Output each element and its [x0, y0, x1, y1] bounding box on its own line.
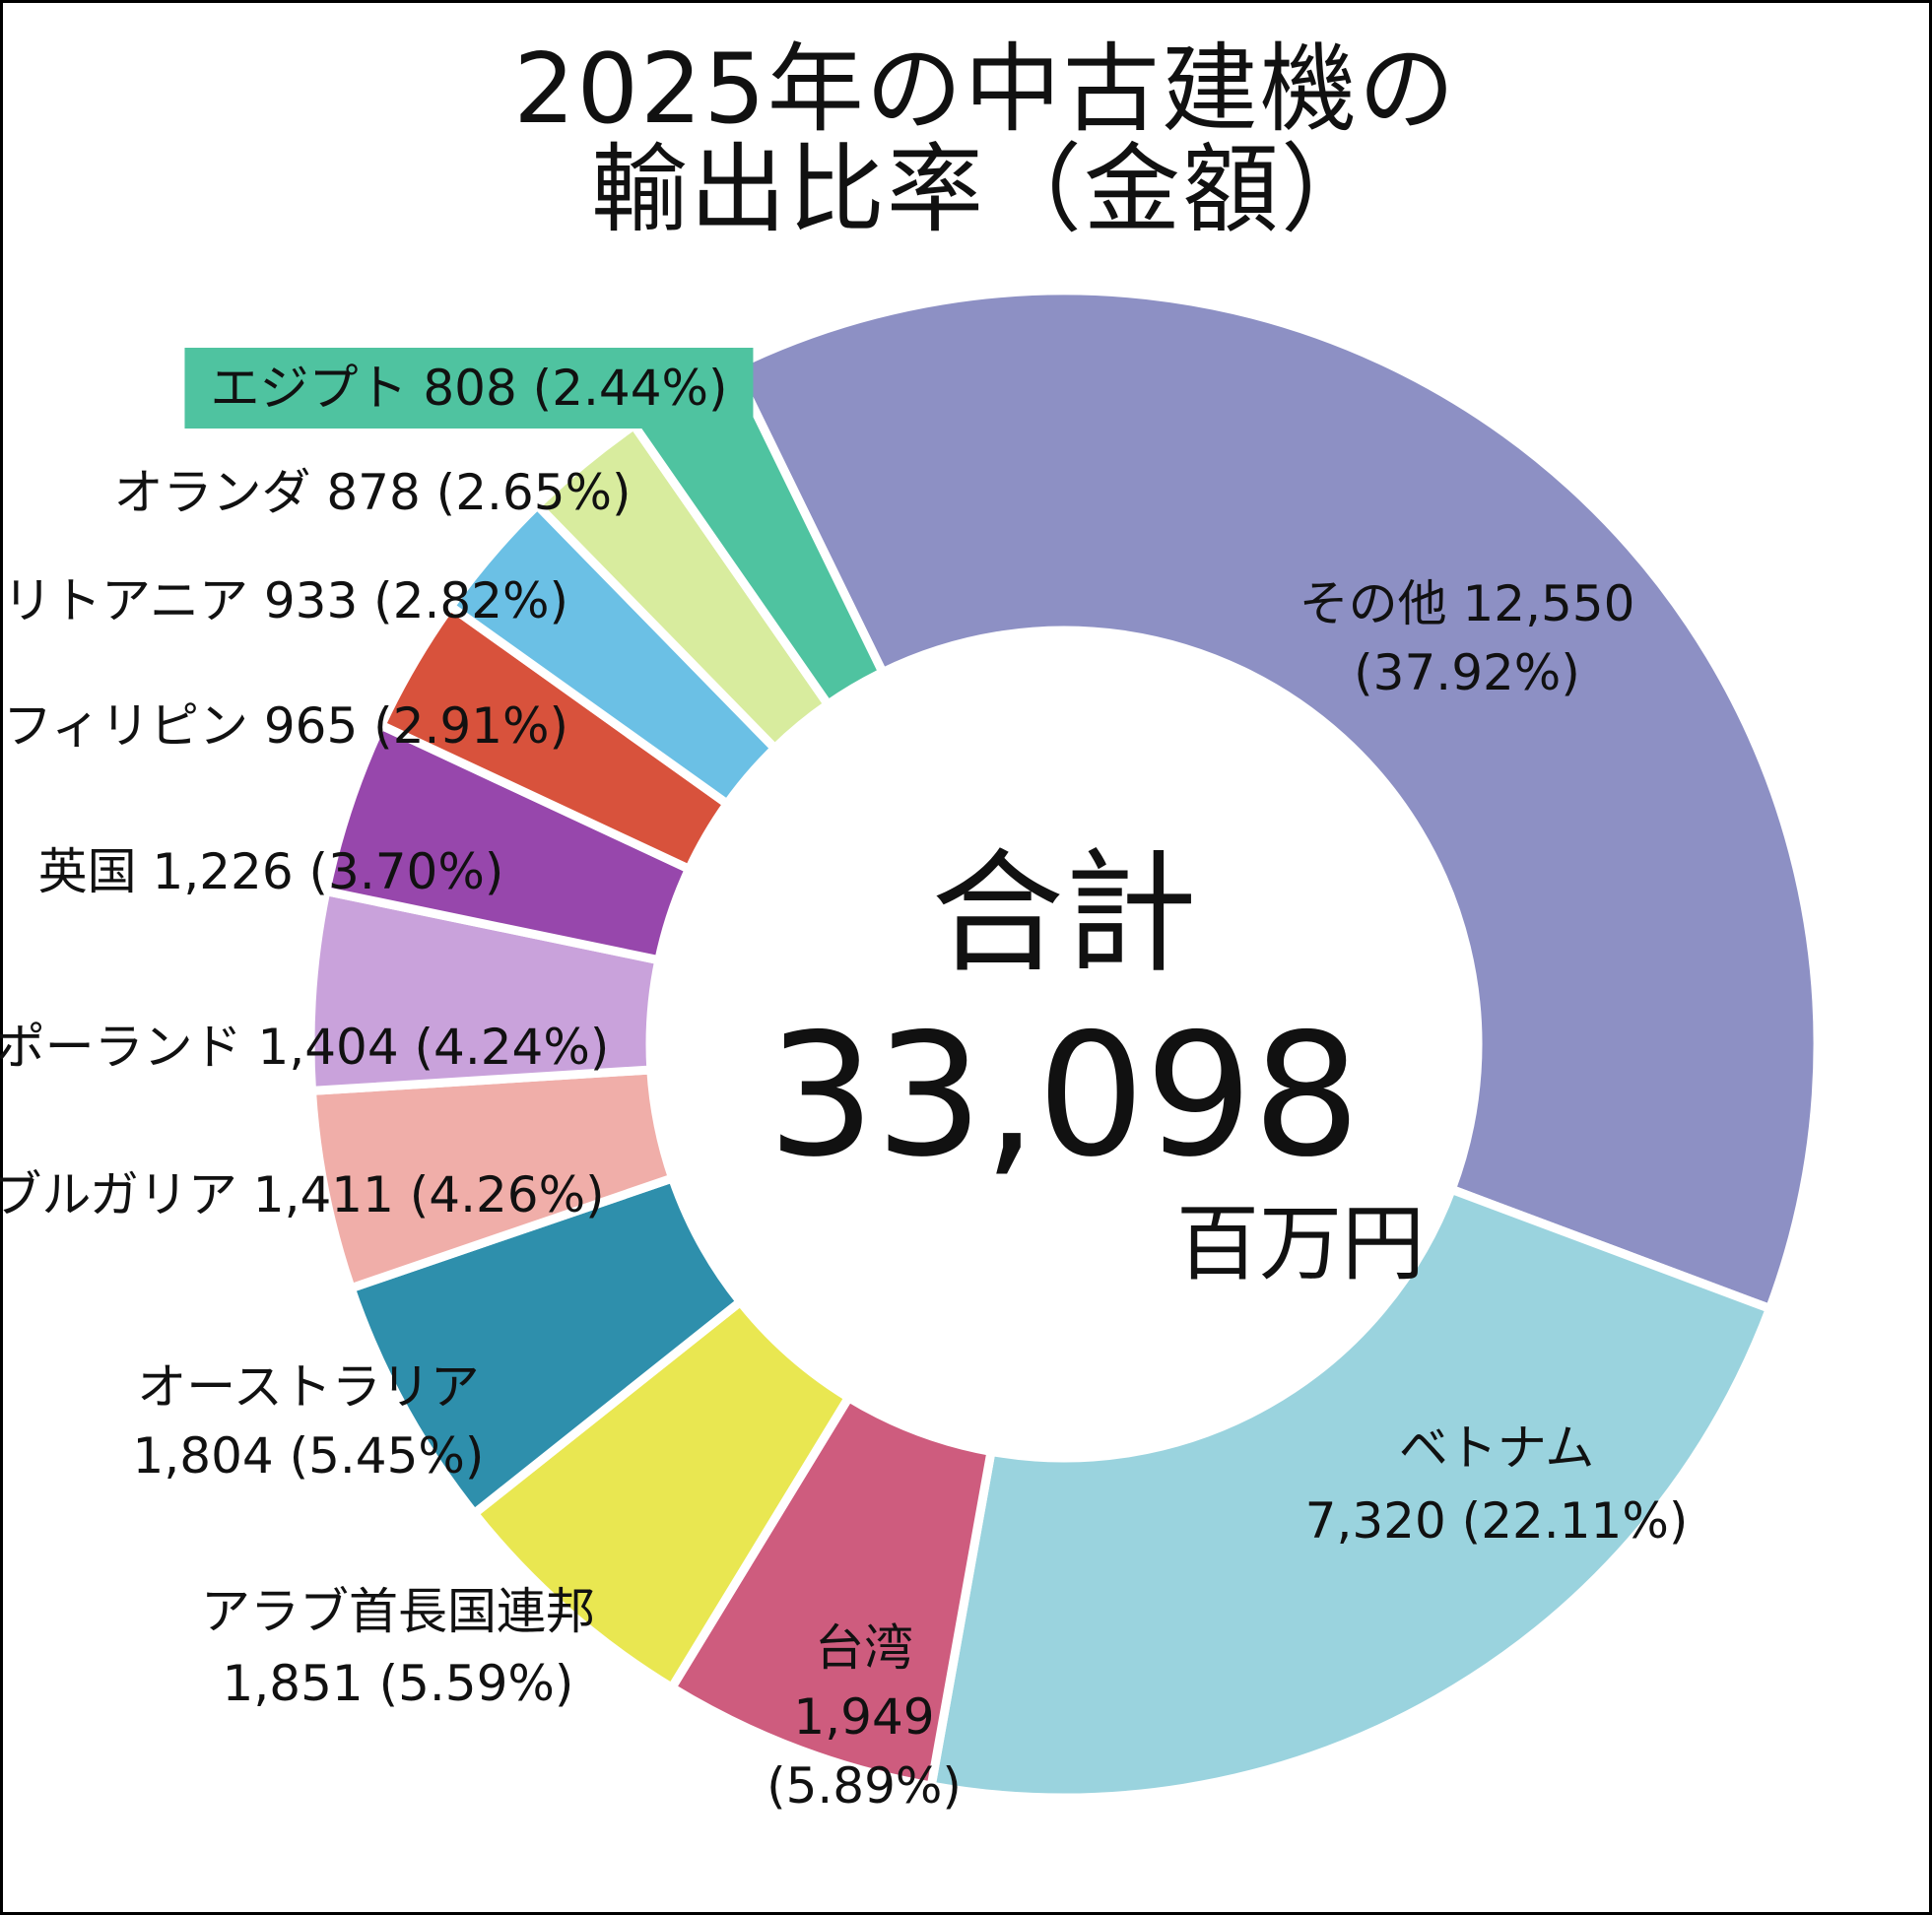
label-others-line: その他 12,550	[1299, 575, 1635, 632]
label-poland: ポーランド 1,404 (4.24%)	[0, 1013, 609, 1082]
label-lithuania-line: リトアニア 933 (2.82%)	[2, 572, 569, 629]
label-uae-line: アラブ首長国連邦	[201, 1583, 595, 1640]
label-uk-line: 英国 1,226 (3.70%)	[37, 843, 504, 900]
chart-title-line1: 2025年の中古建機の	[513, 33, 1457, 146]
label-bulgaria-line: ブルガリア 1,411 (4.26%)	[0, 1166, 605, 1223]
label-taiwan: 台湾 1,949 (5.89%)	[766, 1614, 962, 1820]
total-unit: 百万円	[1175, 1195, 1426, 1292]
chart-title-line2: 輸出比率（金額）	[590, 134, 1379, 246]
label-vietnam: ベトナム 7,320 (22.11%)	[1305, 1412, 1689, 1557]
label-vietnam-line: 7,320 (22.11%)	[1304, 1492, 1689, 1550]
total-heading: 合計	[931, 836, 1197, 991]
label-others-line: (37.92%)	[1354, 644, 1580, 701]
label-egypt-line: エジプト 808 (2.44%)	[210, 360, 728, 417]
total-value: 33,098	[767, 996, 1361, 1195]
label-australia-line: オーストラリア	[137, 1358, 480, 1416]
label-uk: 英国 1,226 (3.70%)	[38, 837, 504, 906]
label-philippines-line: フィリピン 965 (2.91%)	[2, 697, 569, 755]
label-bulgaria: ブルガリア 1,411 (4.26%)	[0, 1160, 605, 1229]
label-philippines: フィリピン 965 (2.91%)	[3, 692, 568, 760]
label-taiwan-line: 台湾	[814, 1619, 913, 1677]
label-uae-line: 1,851 (5.59%)	[222, 1655, 574, 1712]
pie-segment-others	[729, 286, 1823, 1313]
pie-segment-vietnam	[926, 1184, 1774, 1803]
label-taiwan-line: 1,949	[793, 1688, 935, 1746]
label-vietnam-line: ベトナム	[1398, 1420, 1595, 1477]
label-egypt: エジプト 808 (2.44%)	[184, 348, 754, 429]
label-poland-line: ポーランド 1,404 (4.24%)	[0, 1019, 610, 1076]
label-others: その他 12,550 (37.92%)	[1299, 569, 1635, 707]
label-taiwan-line: (5.89%)	[766, 1757, 962, 1815]
label-australia: オーストラリア 1,804 (5.45%)	[133, 1353, 485, 1490]
label-uae: アラブ首長国連邦 1,851 (5.59%)	[201, 1576, 595, 1720]
label-australia-line: 1,804 (5.45%)	[132, 1427, 485, 1485]
label-lithuania: リトアニア 933 (2.82%)	[3, 566, 568, 635]
label-netherlands: オランダ 878 (2.65%)	[113, 458, 631, 527]
label-netherlands-line: オランダ 878 (2.65%)	[113, 464, 632, 521]
chart-title: 2025年の中古建機の 輸出比率（金額）	[513, 39, 1456, 240]
